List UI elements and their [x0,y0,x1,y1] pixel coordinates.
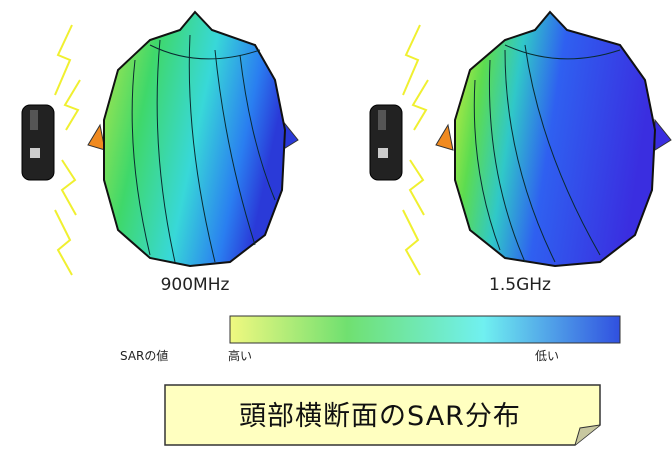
head-15: 1.5GHz [369,10,672,295]
scale-title: SARの値 [120,348,168,363]
color-bar [229,315,621,344]
frequency-label: 900MHz [161,275,230,295]
caption: 頭部横断面のSAR分布 [239,401,521,432]
caption-box: 頭部横断面のSAR分布 [164,384,601,446]
frequency-label: 1.5GHz [489,275,551,295]
scale-low: 低い [535,349,559,363]
scale-high: 高い [228,348,252,363]
head-900: 900MHz [21,10,299,295]
